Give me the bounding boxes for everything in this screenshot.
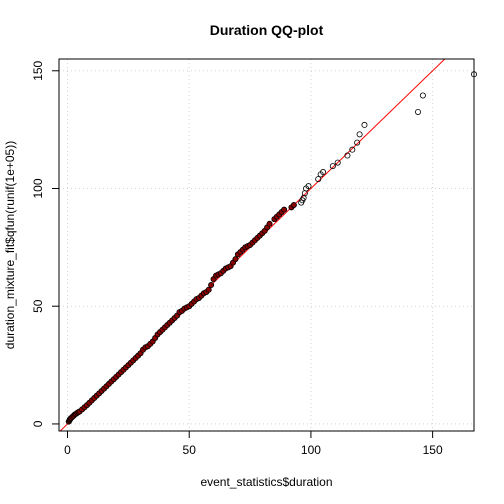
data-point <box>361 121 368 128</box>
data-point <box>320 169 327 176</box>
data-points <box>65 71 477 425</box>
chart-title: Duration QQ-plot <box>210 22 324 38</box>
data-point <box>329 163 336 170</box>
data-point <box>290 201 297 208</box>
x-tick-label: 100 <box>301 443 321 457</box>
x-tick-label: 0 <box>64 443 71 457</box>
data-point <box>334 159 341 166</box>
data-point <box>344 152 351 159</box>
y-tick-label: 0 <box>31 420 45 427</box>
y-axis-label: duration_mixture_fit$qfun(runif(1e+05)) <box>3 141 17 349</box>
y-tick-label: 50 <box>31 299 45 313</box>
data-point <box>315 176 322 183</box>
y-tick-label: 100 <box>31 178 45 198</box>
data-point <box>281 206 288 213</box>
y-tick-label: 150 <box>31 60 45 80</box>
data-point <box>419 92 426 99</box>
data-point <box>349 146 356 153</box>
data-point <box>266 220 273 227</box>
data-point <box>205 286 212 293</box>
x-tick-label: 50 <box>183 443 197 457</box>
data-point <box>415 108 422 115</box>
x-tick-label: 150 <box>423 443 443 457</box>
data-point <box>232 256 239 263</box>
x-axis-label: event_statistics$duration <box>200 475 332 489</box>
y-axis: 0 50 100 150 <box>31 60 60 427</box>
x-axis: 0 50 100 150 <box>64 430 443 457</box>
data-point <box>354 139 361 146</box>
data-point <box>208 282 215 289</box>
data-point <box>305 183 312 190</box>
data-point <box>356 131 363 138</box>
